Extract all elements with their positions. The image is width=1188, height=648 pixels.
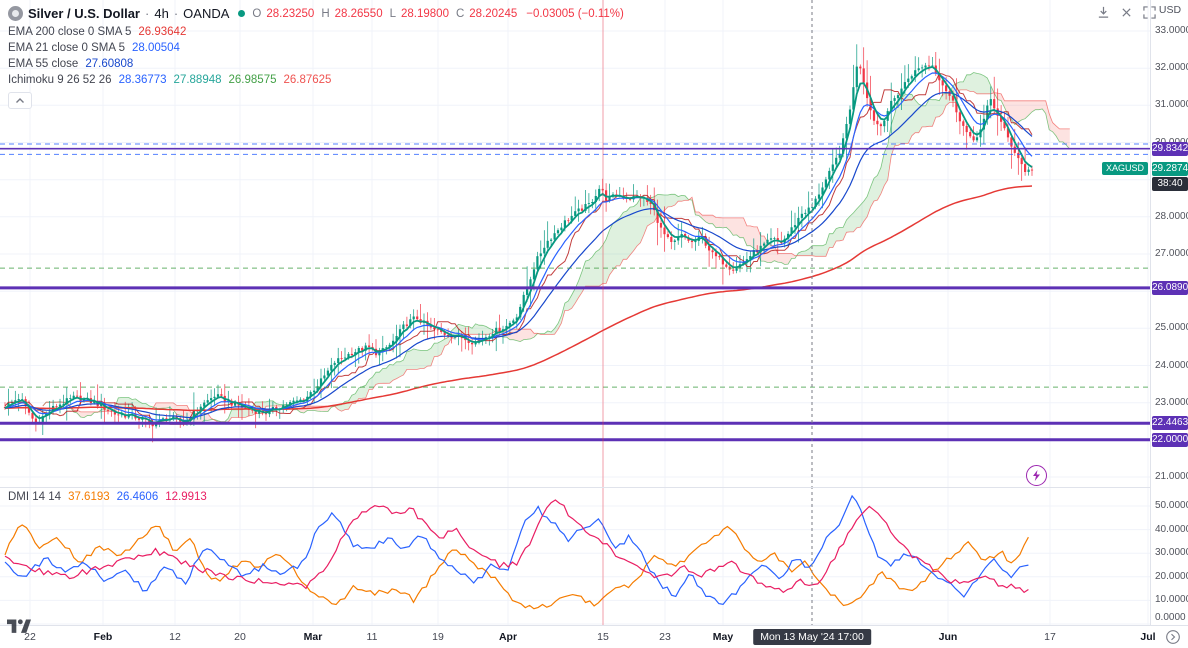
crosshair-time-badge: Mon 13 May '24 17:00 — [753, 629, 871, 645]
price-tick-label: 33.0000 — [1155, 25, 1188, 36]
dmi-tick-label: 0.0000 — [1155, 612, 1186, 623]
close-value: 28.20245 — [469, 7, 518, 20]
tradingview-logo[interactable] — [7, 618, 31, 642]
time-tick-label: 19 — [432, 631, 444, 643]
indicator-title: Ichimoku 9 26 52 26 — [8, 74, 112, 86]
time-tick-label: Mar — [303, 631, 323, 643]
price-line-badge: 26.0890 — [1152, 280, 1188, 295]
currency-label: USD — [1158, 4, 1182, 16]
price-tick-label: 21.0000 — [1155, 471, 1188, 482]
time-tick-label: May — [712, 631, 734, 643]
open-label: O — [252, 7, 262, 20]
countdown-badge: 38:40 — [1152, 176, 1188, 191]
price-tick-label: 31.0000 — [1155, 99, 1188, 111]
legend-collapse-button[interactable] — [8, 92, 32, 109]
indicator-title: EMA 21 close 0 SMA 5 — [8, 42, 125, 54]
indicator-value: 27.60808 — [85, 58, 134, 70]
tradingview-logo-icon — [7, 619, 31, 633]
price-line-badge: 29.8342 — [1152, 141, 1188, 156]
time-tick-label: 12 — [169, 631, 181, 643]
dmi-title: DMI 14 14 — [8, 491, 62, 503]
last-price-badge: 29.2874 — [1152, 161, 1188, 176]
time-axis[interactable]: Mon 13 May '24 17:00 22 Feb 12 20 Mar 11 19 Apr… — [0, 625, 1188, 648]
indicator-legend-row[interactable]: Ichimoku 9 26 52 26 28.36773 27.88948 26.98… — [8, 72, 331, 88]
close-label: C — [455, 7, 465, 20]
price-tick-label: 23.0000 — [1155, 396, 1188, 408]
close-button[interactable] — [1117, 4, 1135, 20]
dmi-legend[interactable]: DMI 14 14 37.6193 26.4606 12.9913 — [8, 491, 214, 503]
symbol-legend[interactable]: Silver / U.S. Dollar · 4h · OANDA O 28.2… — [8, 6, 624, 21]
time-tick-label: Apr — [498, 631, 518, 643]
dmi-tick-label: 50.0000 — [1155, 500, 1188, 511]
price-axis[interactable]: USD 33.0000 32.0000 31.0000 30.0000 28.0000 2… — [1150, 0, 1188, 625]
dmi-value: 12.9913 — [165, 491, 207, 503]
indicator-title: EMA 55 close — [8, 58, 79, 70]
indicator-legend-row[interactable]: EMA 200 close 0 SMA 5 26.93642 — [8, 24, 331, 40]
symbol-title: Silver / U.S. Dollar — [28, 6, 140, 21]
time-tick-label: 15 — [597, 631, 609, 643]
price-line-badge: 22.4463 — [1152, 416, 1188, 431]
separator: · — [145, 6, 150, 21]
price-tick-label: 25.0000 — [1155, 322, 1188, 334]
indicator-legend: EMA 200 close 0 SMA 5 26.93642 EMA 21 clos… — [8, 24, 331, 88]
symbol-logo-icon — [8, 6, 23, 21]
dmi-tick-label: 30.0000 — [1155, 547, 1188, 559]
low-value: 28.19800 — [401, 7, 449, 20]
lightning-icon[interactable] — [1026, 465, 1047, 486]
jump-to-realtime-button[interactable] — [1165, 629, 1181, 645]
indicator-value: 26.87625 — [283, 74, 332, 86]
price-tick-label: 32.0000 — [1155, 62, 1188, 74]
change-value: −0.03005 (−0.11%) — [526, 7, 624, 20]
dmi-tick-label: 40.0000 — [1155, 523, 1188, 535]
dmi-tick-label: 10.0000 — [1155, 594, 1188, 606]
dmi-value: 37.6193 — [68, 491, 110, 503]
price-line-badge: 22.0000 — [1152, 432, 1188, 447]
fullscreen-button[interactable] — [1140, 4, 1158, 20]
time-tick-label: Feb — [93, 631, 113, 643]
time-tick-label: 20 — [234, 631, 246, 643]
close-icon — [1121, 7, 1131, 17]
pane-separator[interactable] — [0, 487, 1150, 488]
dmi-values: 37.6193 26.4606 12.9913 — [68, 491, 214, 503]
indicator-legend-row[interactable]: EMA 55 close 27.60808 — [8, 56, 331, 72]
download-button[interactable] — [1094, 4, 1112, 20]
open-value: 28.23250 — [266, 7, 315, 20]
time-tick-label: 22 — [24, 631, 36, 643]
price-tick-label: 27.0000 — [1155, 248, 1188, 259]
symbol-price-tag: XAGUSD — [1101, 162, 1148, 176]
dmi-value: 26.4606 — [116, 491, 159, 503]
high-label: H — [321, 7, 330, 20]
time-tick-label: 23 — [659, 631, 671, 643]
price-tick-label: 24.0000 — [1155, 359, 1188, 371]
time-tick-label: 17 — [1044, 631, 1056, 643]
dmi-tick-label: 20.0000 — [1155, 570, 1188, 582]
indicator-value: 28.36773 — [118, 74, 167, 86]
indicator-value: 28.00504 — [131, 42, 180, 54]
exchange-label: OANDA — [183, 6, 230, 21]
indicator-value: 26.98575 — [228, 74, 277, 86]
indicator-title: EMA 200 close 0 SMA 5 — [8, 26, 132, 38]
indicator-value: 26.93642 — [138, 26, 187, 38]
jump-to-realtime-icon — [1166, 630, 1180, 644]
download-icon — [1098, 6, 1108, 18]
time-tick-label: Jul — [1140, 631, 1156, 643]
indicator-legend-row[interactable]: EMA 21 close 0 SMA 5 28.00504 — [8, 40, 331, 56]
high-value: 28.26550 — [334, 7, 383, 20]
time-tick-label: 11 — [366, 631, 378, 643]
time-tick-label: Jun — [938, 631, 958, 643]
separator: · — [173, 6, 179, 21]
fullscreen-icon — [1142, 5, 1156, 19]
interval-label: 4h — [154, 6, 169, 21]
price-tick-label: 28.0000 — [1155, 210, 1188, 222]
indicator-value: 27.88948 — [173, 74, 222, 86]
chart-toolbar — [1094, 4, 1158, 20]
series-marker-dot — [238, 10, 246, 17]
chevron-up-icon — [16, 98, 24, 103]
low-label: L — [389, 7, 396, 20]
chart-canvas[interactable] — [0, 0, 1150, 625]
